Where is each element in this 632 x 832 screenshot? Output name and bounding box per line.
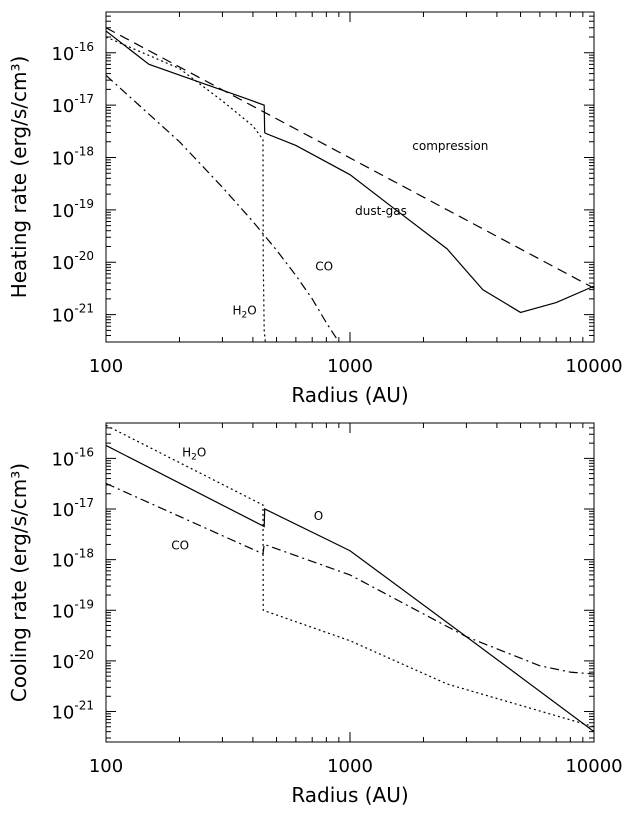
curve-label: CO xyxy=(315,259,333,273)
curve-label: O xyxy=(314,509,323,523)
x-tick-label: 1000 xyxy=(327,356,373,377)
x-tick-label: 100 xyxy=(89,356,123,377)
series-group xyxy=(106,424,594,733)
x-tick-label: 10000 xyxy=(565,756,622,777)
series-line-dotted xyxy=(106,424,594,728)
y-tick-label: 10-17 xyxy=(51,92,94,117)
series-line-solid xyxy=(106,30,594,314)
series-line-dashdot xyxy=(106,482,594,675)
series-line-dotted xyxy=(106,36,266,342)
y-tick-label: 10-20 xyxy=(51,648,94,673)
y-axis: 10-16 10-17 10-18 10-19 10-20 10-21 Cooling ra… xyxy=(7,422,594,739)
series-line-solid xyxy=(106,444,594,733)
curve-label: H2O xyxy=(233,304,257,321)
x-axis: 100 1000 10000 Radius (AU) xyxy=(89,423,623,807)
y-tick-label: 10-17 xyxy=(51,496,94,521)
y-tick-label: 10-21 xyxy=(51,699,94,724)
x-tick-label: 100 xyxy=(89,756,123,777)
curve-label: H2O xyxy=(182,445,206,462)
plot-frame xyxy=(105,422,595,743)
y-axis: 10-16 10-17 10-18 10-19 10-20 10-21 Heating ra… xyxy=(7,11,594,343)
x-axis-title: Radius (AU) xyxy=(291,783,408,807)
x-axis: 100 1000 10000 Radius (AU) xyxy=(89,12,623,407)
series-line-dashdot xyxy=(106,74,340,342)
annotations: H2O O CO xyxy=(171,445,323,552)
y-axis-title: Heating rate (erg/s/cm³) xyxy=(7,56,31,299)
plot-frame xyxy=(105,11,595,343)
y-axis-title: Cooling rate (erg/s/cm³) xyxy=(7,463,31,702)
series-line-dashed xyxy=(106,27,594,289)
curve-label: dust-gas xyxy=(355,204,407,218)
curve-label: compression xyxy=(412,139,488,153)
y-tick-label: 10-19 xyxy=(51,197,94,222)
series-group xyxy=(106,27,594,342)
annotations: compression dust-gas CO H2O xyxy=(233,139,489,321)
y-tick-label: 10-19 xyxy=(51,597,94,622)
y-tick-label: 10-16 xyxy=(51,445,94,470)
y-tick-label: 10-16 xyxy=(51,40,94,65)
y-tick-label: 10-18 xyxy=(51,547,94,572)
y-tick-label: 10-21 xyxy=(51,302,94,327)
y-tick-label: 10-18 xyxy=(51,144,94,169)
x-axis-title: Radius (AU) xyxy=(291,383,408,407)
y-tick-label: 10-20 xyxy=(51,249,94,274)
x-tick-label: 1000 xyxy=(327,756,373,777)
curve-label: CO xyxy=(171,538,189,552)
x-tick-label: 10000 xyxy=(565,356,622,377)
